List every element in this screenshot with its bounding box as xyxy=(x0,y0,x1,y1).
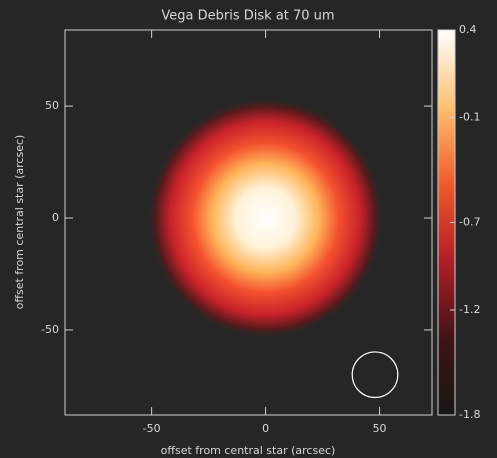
colorbar-tick-label: -1.2 xyxy=(459,303,480,316)
y-axis-label: offset from central star (arcsec) xyxy=(13,135,26,310)
chart-title: Vega Debris Disk at 70 um xyxy=(161,9,334,24)
x-tick-label: -50 xyxy=(143,422,161,435)
x-tick-label: 0 xyxy=(262,422,269,435)
y-tick-label: -50 xyxy=(41,323,59,336)
chart: Vega Debris Disk at 70 um offset from ce… xyxy=(0,0,497,458)
y-tick-label: 50 xyxy=(45,99,59,112)
colorbar-tick-label: -0.1 xyxy=(459,111,480,124)
x-tick-label: 50 xyxy=(373,422,387,435)
disk-emission xyxy=(147,97,384,339)
colorbar-tick-label: -1.8 xyxy=(459,408,480,421)
colorbar-tick-label: -0.7 xyxy=(459,216,480,229)
colorbar-tick-label: 0.4 xyxy=(459,23,477,36)
y-tick-label: 0 xyxy=(52,211,59,224)
x-axis-label: offset from central star (arcsec) xyxy=(161,444,336,457)
